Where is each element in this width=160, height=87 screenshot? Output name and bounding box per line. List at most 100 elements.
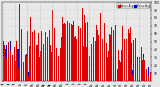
- Bar: [124, 39, 125, 81]
- Bar: [65, 77, 66, 81]
- Bar: [45, 68, 46, 81]
- Bar: [74, 37, 75, 81]
- Bar: [64, 23, 65, 81]
- Bar: [103, 21, 104, 81]
- Bar: [83, 71, 84, 81]
- Bar: [78, 26, 79, 81]
- Bar: [94, 22, 95, 81]
- Bar: [21, 29, 22, 81]
- Bar: [82, 65, 83, 81]
- Bar: [150, 78, 151, 81]
- Bar: [74, 80, 75, 81]
- Bar: [3, 56, 4, 81]
- Bar: [145, 56, 146, 81]
- Bar: [130, 27, 131, 81]
- Bar: [58, 56, 59, 81]
- Bar: [93, 37, 94, 81]
- Bar: [76, 39, 77, 81]
- Bar: [118, 50, 119, 81]
- Bar: [12, 55, 13, 81]
- Bar: [141, 62, 142, 81]
- Bar: [35, 46, 36, 81]
- Bar: [118, 52, 119, 81]
- Bar: [113, 30, 114, 81]
- Bar: [38, 33, 39, 81]
- Bar: [14, 61, 15, 81]
- Bar: [112, 27, 113, 81]
- Bar: [40, 51, 41, 81]
- Bar: [17, 49, 18, 81]
- Bar: [102, 39, 103, 81]
- Bar: [85, 23, 86, 81]
- Bar: [111, 27, 112, 81]
- Bar: [69, 23, 70, 81]
- Bar: [62, 17, 63, 81]
- Bar: [124, 72, 125, 81]
- Bar: [50, 45, 51, 81]
- Bar: [133, 46, 134, 81]
- Bar: [70, 46, 71, 81]
- Bar: [47, 37, 48, 81]
- Bar: [84, 72, 85, 81]
- Bar: [54, 64, 55, 81]
- Bar: [6, 58, 7, 81]
- Bar: [98, 76, 99, 81]
- Bar: [126, 58, 127, 81]
- Bar: [135, 38, 136, 81]
- Bar: [93, 76, 94, 81]
- Bar: [54, 28, 55, 81]
- Bar: [43, 44, 44, 81]
- Bar: [61, 37, 62, 81]
- Bar: [88, 40, 89, 81]
- Bar: [63, 59, 64, 81]
- Bar: [71, 71, 72, 81]
- Bar: [49, 30, 50, 81]
- Bar: [69, 79, 70, 81]
- Bar: [146, 69, 147, 81]
- Bar: [29, 46, 30, 81]
- Bar: [36, 45, 37, 81]
- Bar: [78, 80, 79, 81]
- Bar: [15, 80, 16, 81]
- Bar: [139, 58, 140, 81]
- Bar: [52, 10, 53, 81]
- Bar: [98, 35, 99, 81]
- Bar: [5, 49, 6, 81]
- Bar: [59, 55, 60, 81]
- Bar: [85, 79, 86, 81]
- Bar: [39, 69, 40, 81]
- Bar: [16, 75, 17, 81]
- Bar: [71, 24, 72, 81]
- Bar: [121, 50, 122, 81]
- Bar: [148, 76, 149, 81]
- Bar: [107, 57, 108, 81]
- Bar: [52, 72, 53, 81]
- Bar: [112, 63, 113, 81]
- Bar: [29, 78, 30, 81]
- Bar: [8, 42, 9, 81]
- Bar: [95, 41, 96, 81]
- Bar: [11, 44, 12, 81]
- Bar: [135, 61, 136, 81]
- Bar: [106, 80, 107, 81]
- Bar: [16, 41, 17, 81]
- Bar: [32, 32, 33, 81]
- Bar: [102, 77, 103, 81]
- Bar: [88, 79, 89, 81]
- Bar: [40, 75, 41, 81]
- Bar: [141, 47, 142, 81]
- Bar: [41, 31, 42, 81]
- Bar: [60, 73, 61, 81]
- Bar: [136, 39, 137, 81]
- Bar: [122, 26, 123, 81]
- Bar: [108, 73, 109, 81]
- Bar: [86, 47, 87, 81]
- Bar: [100, 70, 101, 81]
- Bar: [43, 74, 44, 81]
- Bar: [130, 47, 131, 81]
- Bar: [133, 40, 134, 81]
- Bar: [44, 80, 45, 81]
- Bar: [106, 43, 107, 81]
- Bar: [91, 79, 92, 81]
- Bar: [132, 70, 133, 81]
